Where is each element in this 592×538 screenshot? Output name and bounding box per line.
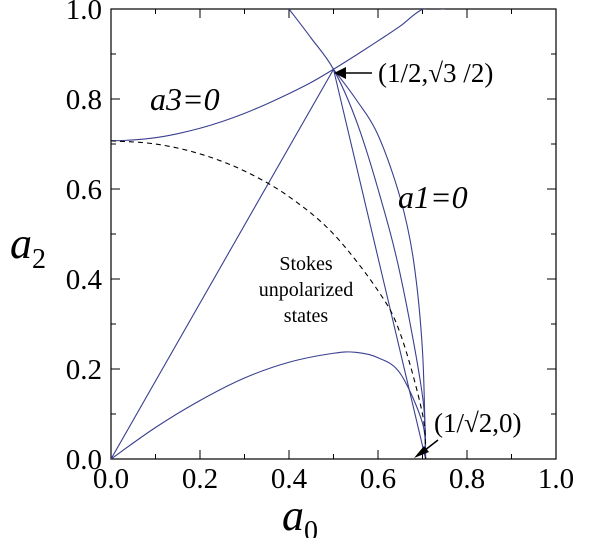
series-line-0 bbox=[111, 9, 445, 142]
region-line-3: states bbox=[284, 305, 329, 327]
point-label-bottom: (1/√2,0) bbox=[434, 408, 522, 438]
series-line-3 bbox=[111, 67, 427, 459]
x-tick-label: 0.6 bbox=[360, 463, 396, 495]
x-tick-label: 0.8 bbox=[449, 463, 485, 495]
annotation-arrow-top bbox=[334, 67, 372, 79]
x-tick-label: 0.4 bbox=[271, 463, 308, 495]
point-label-top: (1/2,√3 /2) bbox=[378, 58, 493, 88]
x-tick-label: 0.0 bbox=[93, 463, 129, 495]
tick-labels: 0.0 0.2 0.4 0.6 0.8 1.0 0.0 0.2 0.4 0.6 0.8 1.0 bbox=[66, 0, 574, 495]
region-line-2: unpolarized bbox=[259, 279, 353, 301]
y-tick-label: 0.6 bbox=[66, 174, 102, 206]
curve-label-a1: a1=0 bbox=[398, 179, 468, 215]
curve-label-a3: a3=0 bbox=[150, 81, 220, 117]
y-tick-label: 0.8 bbox=[66, 84, 102, 116]
series-line-4 bbox=[111, 351, 427, 459]
y-tick-label: 0.4 bbox=[66, 264, 103, 296]
series-line-1 bbox=[288, 9, 427, 459]
region-line-1: Stokes bbox=[279, 253, 333, 275]
annotation-arrow-bottom bbox=[414, 439, 439, 458]
x-tick-label: 1.0 bbox=[538, 463, 574, 495]
y-tick-label: 0.2 bbox=[66, 354, 102, 386]
x-tick-label: 0.2 bbox=[182, 463, 218, 495]
y-tick-label: 0.0 bbox=[66, 444, 102, 476]
series-line-2 bbox=[333, 68, 427, 459]
x-axis-label: a0 bbox=[282, 491, 318, 538]
series-line-5 bbox=[111, 140, 427, 459]
ticks bbox=[110, 8, 557, 460]
y-axis-label: a2 bbox=[10, 219, 46, 275]
y-tick-label: 1.0 bbox=[66, 0, 102, 26]
curves bbox=[111, 9, 445, 459]
